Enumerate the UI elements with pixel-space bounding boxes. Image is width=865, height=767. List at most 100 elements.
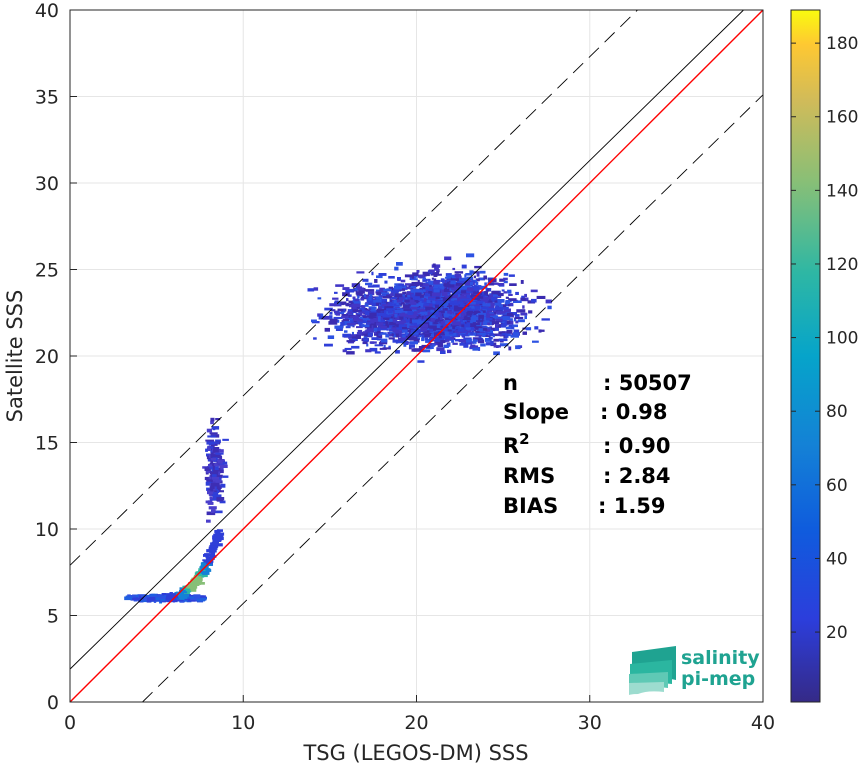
density-cell-2 bbox=[207, 445, 211, 449]
density-cell-0 bbox=[547, 305, 552, 310]
density-cell-0 bbox=[391, 333, 394, 337]
density-cell-2 bbox=[214, 510, 223, 514]
density-cell-0 bbox=[418, 346, 424, 349]
density-cell-1 bbox=[436, 273, 442, 276]
density-cell-1 bbox=[471, 305, 475, 309]
density-cell-4 bbox=[206, 556, 210, 561]
density-cell-0 bbox=[382, 347, 391, 350]
density-cell-0 bbox=[330, 309, 336, 312]
density-cell-0 bbox=[357, 329, 363, 334]
density-cell-0 bbox=[364, 312, 372, 315]
density-cell-0 bbox=[369, 347, 378, 352]
lower-bound-line bbox=[142, 94, 764, 703]
density-cell-0 bbox=[381, 321, 390, 326]
density-cell-4 bbox=[189, 584, 197, 587]
density-cell-1 bbox=[482, 327, 488, 331]
density-cell-2 bbox=[214, 463, 218, 466]
density-cell-0 bbox=[313, 287, 319, 291]
density-cell-1 bbox=[454, 308, 461, 311]
density-cell-0 bbox=[380, 325, 387, 329]
density-cell-1 bbox=[475, 278, 480, 282]
stat-label-text: R bbox=[503, 434, 519, 458]
density-cell-0 bbox=[395, 297, 400, 301]
density-cell-1 bbox=[443, 344, 449, 348]
density-cell-1 bbox=[403, 308, 412, 311]
density-cell-1 bbox=[466, 290, 472, 294]
density-cell-1 bbox=[458, 294, 461, 297]
density-cell-0 bbox=[395, 350, 400, 354]
density-cell-0 bbox=[398, 302, 405, 305]
density-cell-4 bbox=[200, 567, 203, 571]
density-cell-0 bbox=[494, 327, 499, 331]
density-cell-1 bbox=[435, 296, 440, 300]
density-cell-0 bbox=[410, 286, 417, 289]
density-cell-0 bbox=[446, 339, 450, 342]
density-cell-1 bbox=[450, 298, 458, 301]
density-cell-1 bbox=[503, 277, 508, 281]
density-cell-2 bbox=[205, 439, 215, 442]
density-cell-1 bbox=[457, 317, 460, 320]
density-cell-1 bbox=[454, 305, 458, 309]
density-cell-1 bbox=[473, 285, 477, 289]
density-cell-1 bbox=[472, 311, 480, 313]
density-cell-1 bbox=[465, 297, 474, 302]
density-cell-0 bbox=[369, 312, 377, 317]
density-cell-1 bbox=[472, 347, 480, 351]
density-cell-2 bbox=[213, 427, 216, 431]
density-cell-1 bbox=[474, 306, 481, 310]
density-cell-1 bbox=[419, 335, 422, 338]
density-cell-1 bbox=[424, 311, 428, 316]
density-cell-1 bbox=[467, 301, 476, 305]
density-cell-1 bbox=[399, 316, 404, 320]
density-cell-0 bbox=[478, 335, 482, 340]
density-cell-1 bbox=[484, 282, 487, 286]
density-cell-0 bbox=[376, 322, 384, 326]
density-cell-0 bbox=[378, 342, 382, 345]
density-cell-1 bbox=[466, 280, 471, 283]
density-cell-0 bbox=[327, 335, 335, 339]
density-cell-1 bbox=[411, 278, 418, 281]
density-cell-1 bbox=[470, 332, 474, 335]
density-cell-1 bbox=[433, 320, 437, 325]
density-cell-1 bbox=[487, 313, 495, 316]
density-cell-0 bbox=[379, 340, 388, 345]
density-cell-1 bbox=[473, 291, 482, 294]
density-cell-1 bbox=[448, 330, 454, 335]
density-cell-1 bbox=[442, 330, 450, 334]
density-cell-0 bbox=[435, 337, 439, 340]
density-cell-0 bbox=[335, 327, 343, 331]
density-cell-1 bbox=[444, 316, 452, 320]
density-cell-0 bbox=[376, 275, 383, 279]
density-cell-0 bbox=[373, 332, 377, 335]
density-cell-0 bbox=[398, 283, 405, 287]
density-cell-1 bbox=[420, 298, 423, 301]
density-cell-1 bbox=[435, 300, 444, 305]
logo-line-1: salinity bbox=[681, 647, 760, 669]
density-cell-0 bbox=[364, 303, 369, 307]
density-cell-2 bbox=[212, 448, 219, 453]
density-cell-1 bbox=[428, 290, 432, 294]
density-cell-1 bbox=[410, 306, 418, 310]
stat-value: : 50507 bbox=[603, 371, 692, 395]
density-cell-0 bbox=[347, 311, 352, 315]
density-cell-1 bbox=[419, 317, 422, 320]
density-cell-0 bbox=[346, 323, 356, 326]
density-cell-2 bbox=[211, 474, 217, 477]
density-cell-1 bbox=[437, 308, 441, 312]
density-cell-2 bbox=[214, 454, 220, 458]
density-cell-0 bbox=[375, 312, 379, 317]
density-cell-1 bbox=[447, 349, 452, 354]
density-cell-0 bbox=[502, 322, 507, 326]
density-cell-1 bbox=[522, 331, 527, 335]
density-cell-0 bbox=[406, 286, 411, 290]
density-cell-0 bbox=[510, 334, 519, 338]
density-cell-0 bbox=[520, 280, 524, 284]
density-cell-1 bbox=[444, 310, 453, 315]
density-cell-0 bbox=[371, 271, 374, 276]
density-cell-0 bbox=[461, 288, 468, 292]
density-cell-3 bbox=[133, 596, 141, 601]
density-cell-0 bbox=[472, 341, 477, 344]
density-cell-2 bbox=[211, 509, 216, 512]
density-cell-0 bbox=[351, 334, 357, 339]
density-cell-0 bbox=[515, 320, 519, 324]
